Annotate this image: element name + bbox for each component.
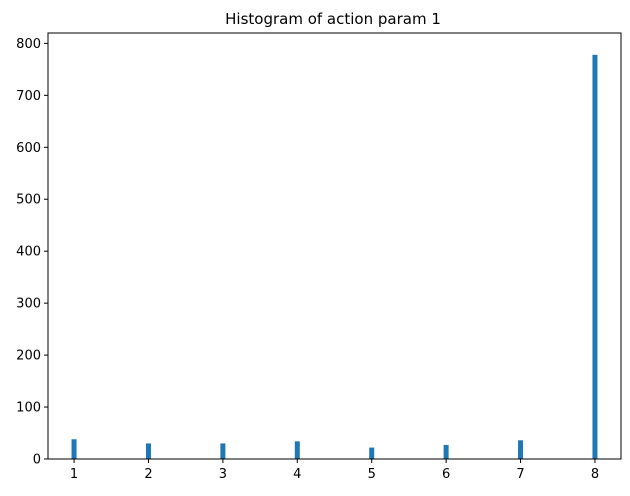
bar-6 [443, 444, 449, 459]
x-axis: 1 2 3 4 5 6 7 8 [70, 459, 599, 482]
bar-8 [592, 54, 598, 459]
bar-2 [145, 443, 151, 459]
bar-5 [369, 447, 375, 459]
y-axis: 0 100 200 300 400 500 600 700 800 [16, 37, 48, 468]
y-tick-label-800: 800 [16, 37, 41, 52]
y-tick-label-600: 600 [16, 141, 41, 156]
x-tick-label-1: 1 [70, 467, 78, 482]
bar-4 [294, 441, 300, 459]
plot-frame [47, 32, 622, 460]
bar-3 [220, 443, 226, 459]
y-tick-label-0: 0 [33, 453, 41, 468]
x-tick-label-2: 2 [144, 467, 152, 482]
bar-7 [518, 440, 524, 459]
x-tick-label-7: 7 [516, 467, 524, 482]
chart-title: Histogram of action param 1 [225, 10, 441, 28]
x-tick-label-4: 4 [293, 467, 301, 482]
y-tick-label-100: 100 [16, 401, 41, 416]
x-tick-label-3: 3 [219, 467, 227, 482]
bars-layer [71, 54, 598, 459]
y-tick-label-500: 500 [16, 193, 41, 208]
y-tick-label-200: 200 [16, 349, 41, 364]
y-tick-label-300: 300 [16, 297, 41, 312]
y-tick-label-400: 400 [16, 245, 41, 260]
y-tick-label-700: 700 [16, 89, 41, 104]
bar-1 [71, 439, 77, 459]
x-tick-label-6: 6 [442, 467, 450, 482]
x-tick-label-5: 5 [368, 467, 376, 482]
x-tick-label-8: 8 [591, 467, 599, 482]
